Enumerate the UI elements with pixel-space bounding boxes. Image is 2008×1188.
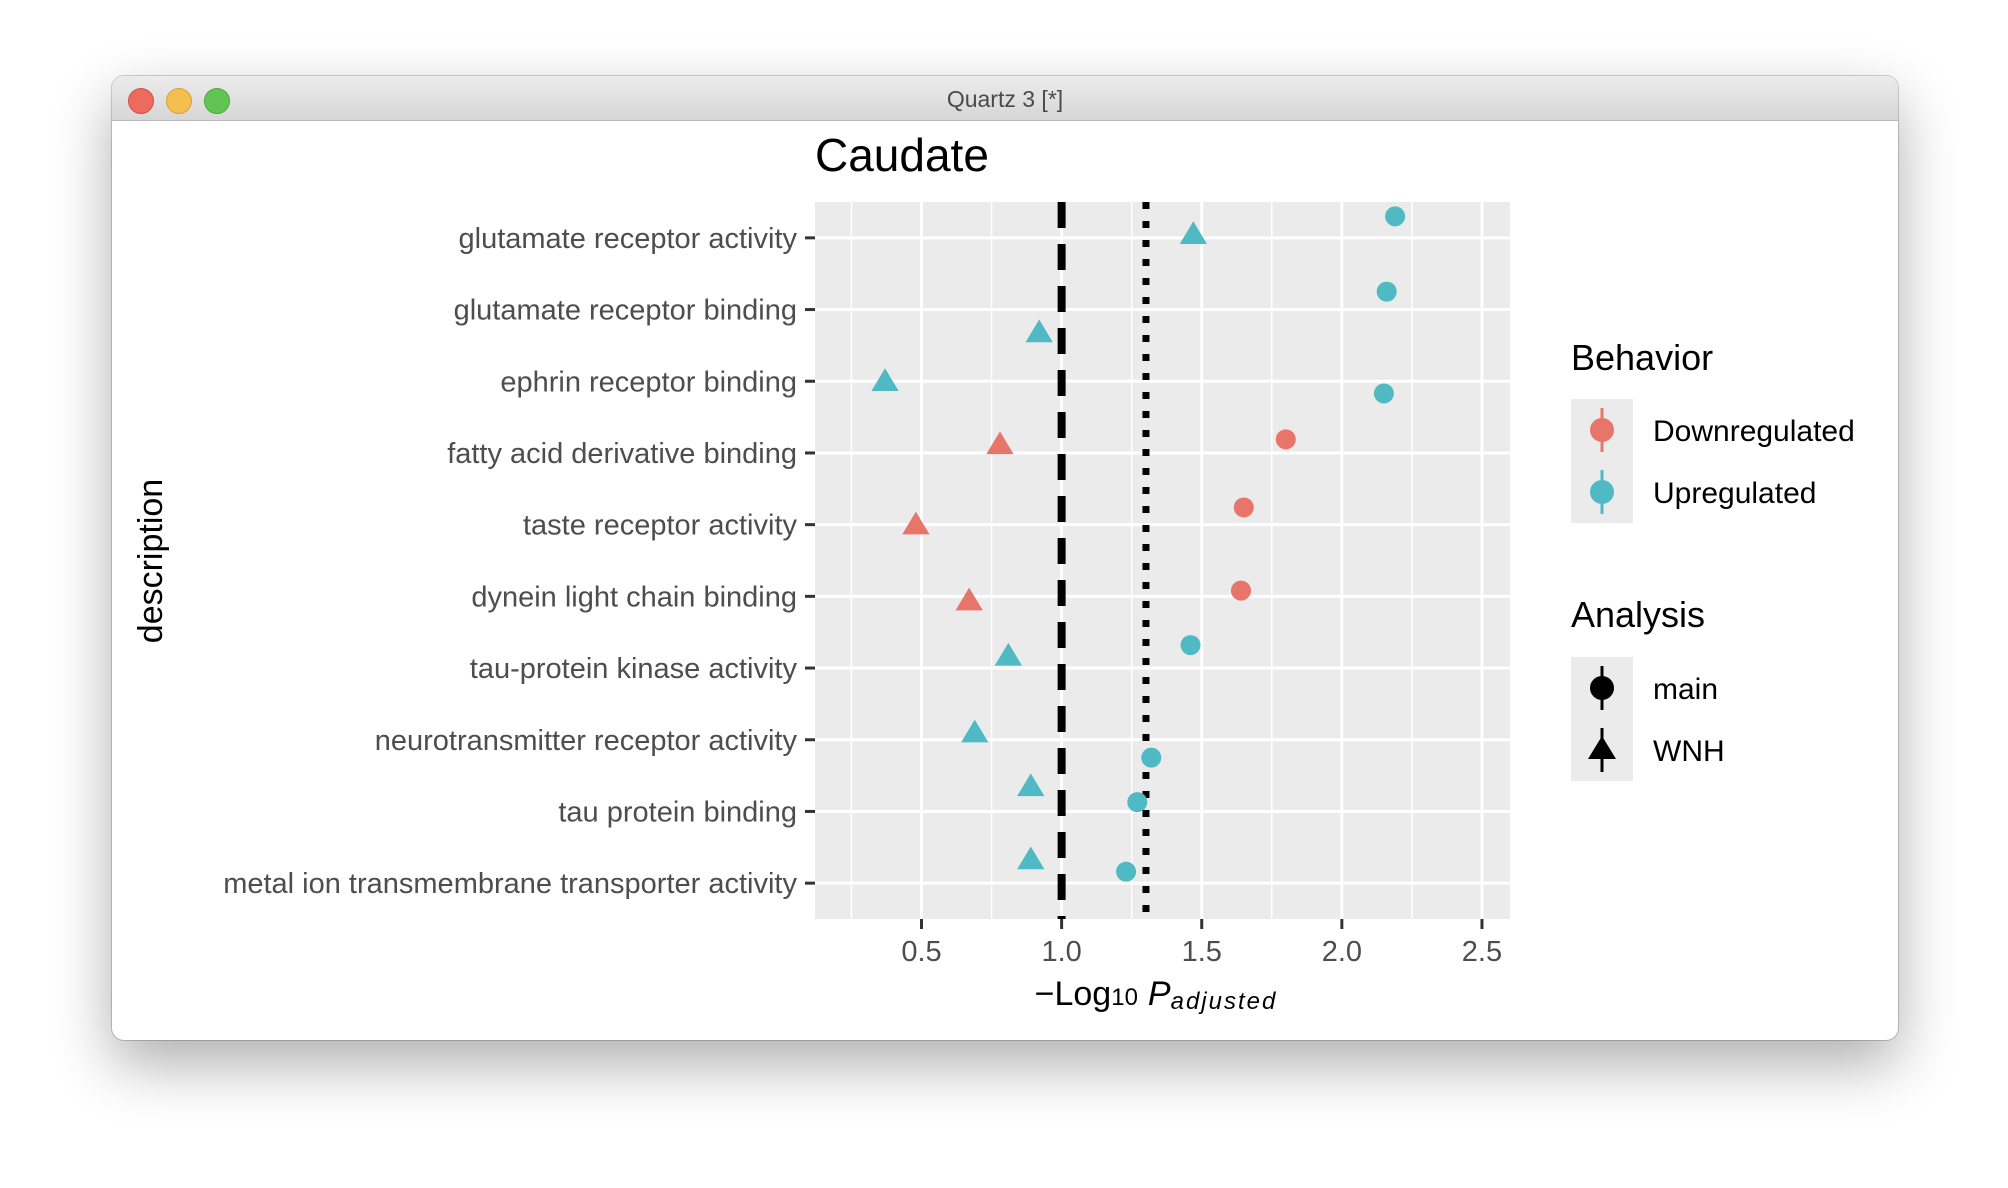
- y-tick-label-tau-protein-binding: tau protein binding: [558, 796, 797, 828]
- legend-key-main-dot: [1590, 676, 1614, 700]
- legend-key-upregulated: [1590, 470, 1614, 514]
- data-point-main-metal-ion-transmembrane-transporter-activity: [1116, 861, 1137, 882]
- data-point-wnh-dynein-light-chain-binding: [955, 587, 983, 611]
- y-tick-label-tau-protein-kinase-activity: tau-protein kinase activity: [470, 653, 798, 685]
- y-tick-label-taste-receptor-activity: taste receptor activity: [523, 510, 797, 542]
- y-tick-label-dynein-light-chain-binding: dynein light chain binding: [471, 581, 797, 613]
- y-tick-label-ephrin-receptor-binding: ephrin receptor binding: [500, 366, 797, 398]
- dot-plot: Caudate glutamate receptor activitygluta…: [132, 129, 1855, 1015]
- quartz-window: Quartz 3 [*] Caudate glutamate receptor …: [112, 76, 1898, 1040]
- data-point-wnh-tau-protein-binding: [1017, 773, 1045, 797]
- legend-key-downregulated: [1590, 408, 1614, 452]
- legend-key-wnh-triangle: [1588, 736, 1616, 759]
- x-axis-label: −Log10 Padjusted: [1035, 975, 1278, 1015]
- titlebar[interactable]: Quartz 3 [*]: [112, 76, 1898, 121]
- y-tick-label-metal-ion-transmembrane-transporter-activity: metal ion transmembrane transporter acti…: [223, 868, 797, 900]
- data-point-wnh-ephrin-receptor-binding: [871, 368, 899, 391]
- data-point-main-tau-protein-binding: [1127, 792, 1148, 813]
- y-tick-label-glutamate-receptor-binding: glutamate receptor binding: [454, 295, 797, 327]
- plot-area: Caudate glutamate receptor activity gluta…: [112, 121, 1898, 1040]
- data-point-main-glutamate-receptor-activity: [1385, 206, 1406, 227]
- legend-entry-downregulated: Downregulated: [1653, 415, 1855, 448]
- legend-entry-wnh: WNH: [1653, 735, 1725, 768]
- chart-title: Caudate: [815, 129, 989, 181]
- data-point-main-glutamate-receptor-binding: [1376, 281, 1397, 302]
- x-axis-label-p-sub: adjusted: [1171, 988, 1278, 1015]
- x-axis: 0.5 1.0 1.5 2.0 2.5: [901, 919, 1502, 968]
- legend-key-upregulated-dot: [1590, 480, 1614, 504]
- data-points: [871, 206, 1406, 882]
- legend-key-main: [1590, 666, 1614, 710]
- legend-entry-main: main: [1653, 673, 1718, 706]
- data-point-main-ephrin-receptor-binding: [1373, 383, 1394, 404]
- y-axis-label: description: [132, 479, 170, 643]
- data-point-main-neurotransmitter-receptor-activity: [1141, 747, 1162, 768]
- zoom-button[interactable]: [204, 88, 230, 114]
- x-tick-label: 1.0: [1041, 936, 1081, 968]
- legend-analysis-title: Analysis: [1571, 594, 1705, 635]
- data-point-main-dynein-light-chain-binding: [1230, 580, 1251, 601]
- plot-panel: [815, 202, 1510, 919]
- legend-key-downregulated-dot: [1590, 418, 1614, 442]
- window-title: Quartz 3 [*]: [946, 86, 1064, 112]
- x-tick-label: 1.5: [1182, 936, 1222, 968]
- data-point-wnh-taste-receptor-activity: [902, 511, 930, 535]
- legend-analysis: Analysis main WNH: [1571, 594, 1725, 781]
- y-axis: glutamate receptor activity glutamate rec…: [223, 223, 815, 900]
- data-point-wnh-glutamate-receptor-binding: [1025, 319, 1053, 343]
- data-point-wnh-tau-protein-kinase-activity: [994, 642, 1023, 666]
- x-axis-label-p: P: [1148, 975, 1171, 1013]
- x-axis-label-prefix: −Log: [1035, 975, 1112, 1013]
- reference-lines: [1057, 202, 1150, 919]
- x-tick-label: 0.5: [901, 936, 941, 968]
- data-point-main-taste-receptor-activity: [1233, 497, 1254, 518]
- y-tick-label-neurotransmitter-receptor-activity: neurotransmitter receptor activity: [375, 725, 798, 757]
- data-point-main-fatty-acid-derivative-binding: [1275, 429, 1296, 450]
- x-tick-label: 2.5: [1462, 936, 1502, 968]
- legend-behavior-title: Behavior: [1571, 337, 1713, 378]
- x-axis-label-sub: 10: [1111, 984, 1138, 1011]
- y-tick-label-glutamate-receptor-activity: glutamate receptor activity: [459, 223, 798, 255]
- data-point-wnh-metal-ion-transmembrane-transporter-activity: [1017, 846, 1045, 870]
- data-point-wnh-neurotransmitter-receptor-activity: [961, 719, 989, 743]
- data-point-wnh-fatty-acid-derivative-binding: [986, 431, 1014, 455]
- legend-behavior: Behavior Downregulated Upregulated: [1571, 337, 1855, 523]
- close-button[interactable]: [128, 88, 154, 114]
- data-point-main-tau-protein-kinase-activity: [1180, 635, 1201, 656]
- legend-entry-upregulated: Upregulated: [1653, 477, 1816, 510]
- minimize-button[interactable]: [166, 88, 192, 114]
- data-point-wnh-glutamate-receptor-activity: [1179, 221, 1207, 245]
- x-tick-label: 2.0: [1322, 936, 1362, 968]
- y-tick-label-fatty-acid-derivative-binding: fatty acid derivative binding: [447, 438, 797, 470]
- legend-key-wnh: [1588, 728, 1616, 772]
